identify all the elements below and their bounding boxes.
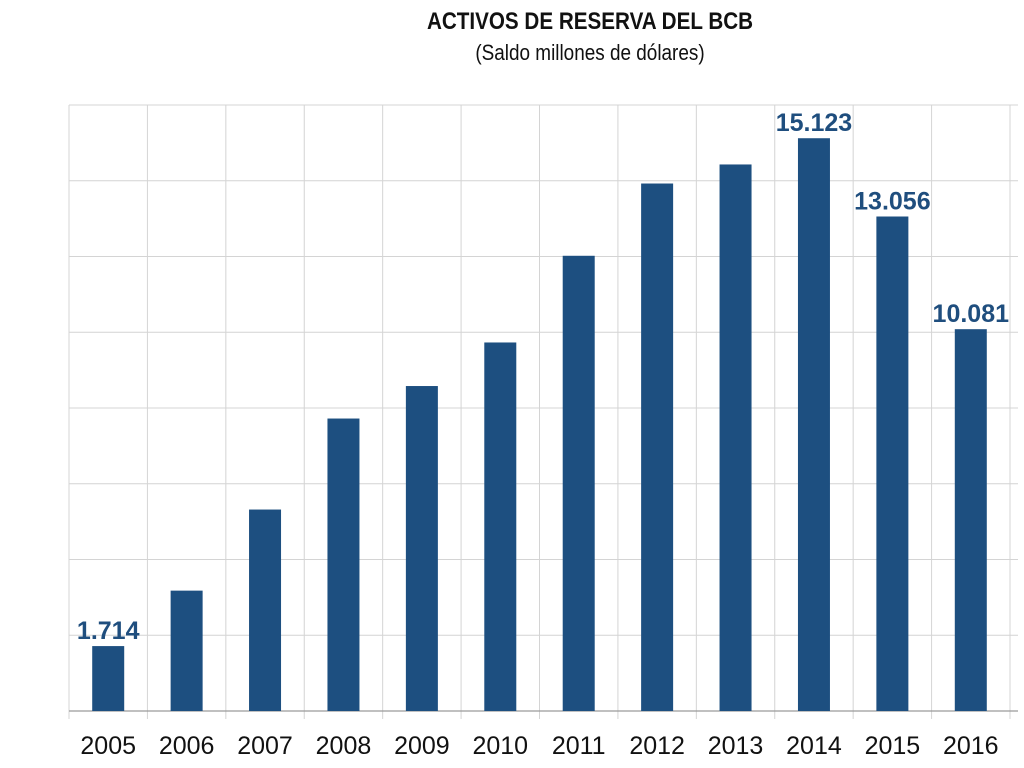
bar-2010 <box>484 342 517 711</box>
bar-2007 <box>249 509 282 711</box>
bar-2006 <box>170 590 203 711</box>
data-label-2016: 10.081 <box>933 300 1010 328</box>
x-tick-label-2012: 2012 <box>629 732 685 760</box>
x-tick-label-2009: 2009 <box>394 732 450 760</box>
x-tick-label-2013: 2013 <box>708 732 764 760</box>
bar-2008 <box>327 418 360 711</box>
bar-2013 <box>719 164 752 711</box>
x-tick-label-2016: 2016 <box>943 732 999 760</box>
chart-title: ACTIVOS DE RESERVA DEL BCB <box>426 8 754 35</box>
bar-2011 <box>562 255 595 711</box>
bar-2014 <box>797 138 830 711</box>
x-tick-label-2010: 2010 <box>472 732 528 760</box>
x-tick-label-2006: 2006 <box>159 732 215 760</box>
x-tick-label-2008: 2008 <box>316 732 372 760</box>
chart-subtitle: (Saldo millones de dólares) <box>475 40 705 65</box>
bar-2016 <box>954 329 987 711</box>
x-tick-label-2007: 2007 <box>237 732 293 760</box>
x-tick-label-2005: 2005 <box>80 732 136 760</box>
x-tick-label-2011: 2011 <box>552 732 606 760</box>
bar-2012 <box>641 183 674 711</box>
bar-2005 <box>92 646 125 711</box>
bar-2009 <box>405 386 438 711</box>
bar-2015 <box>876 216 909 711</box>
data-label-2005: 1.714 <box>77 617 140 645</box>
data-label-2015: 13.056 <box>854 188 930 216</box>
data-label-2014: 15.123 <box>776 109 852 137</box>
x-tick-label-2015: 2015 <box>865 732 921 760</box>
x-tick-label-2014: 2014 <box>786 732 842 760</box>
